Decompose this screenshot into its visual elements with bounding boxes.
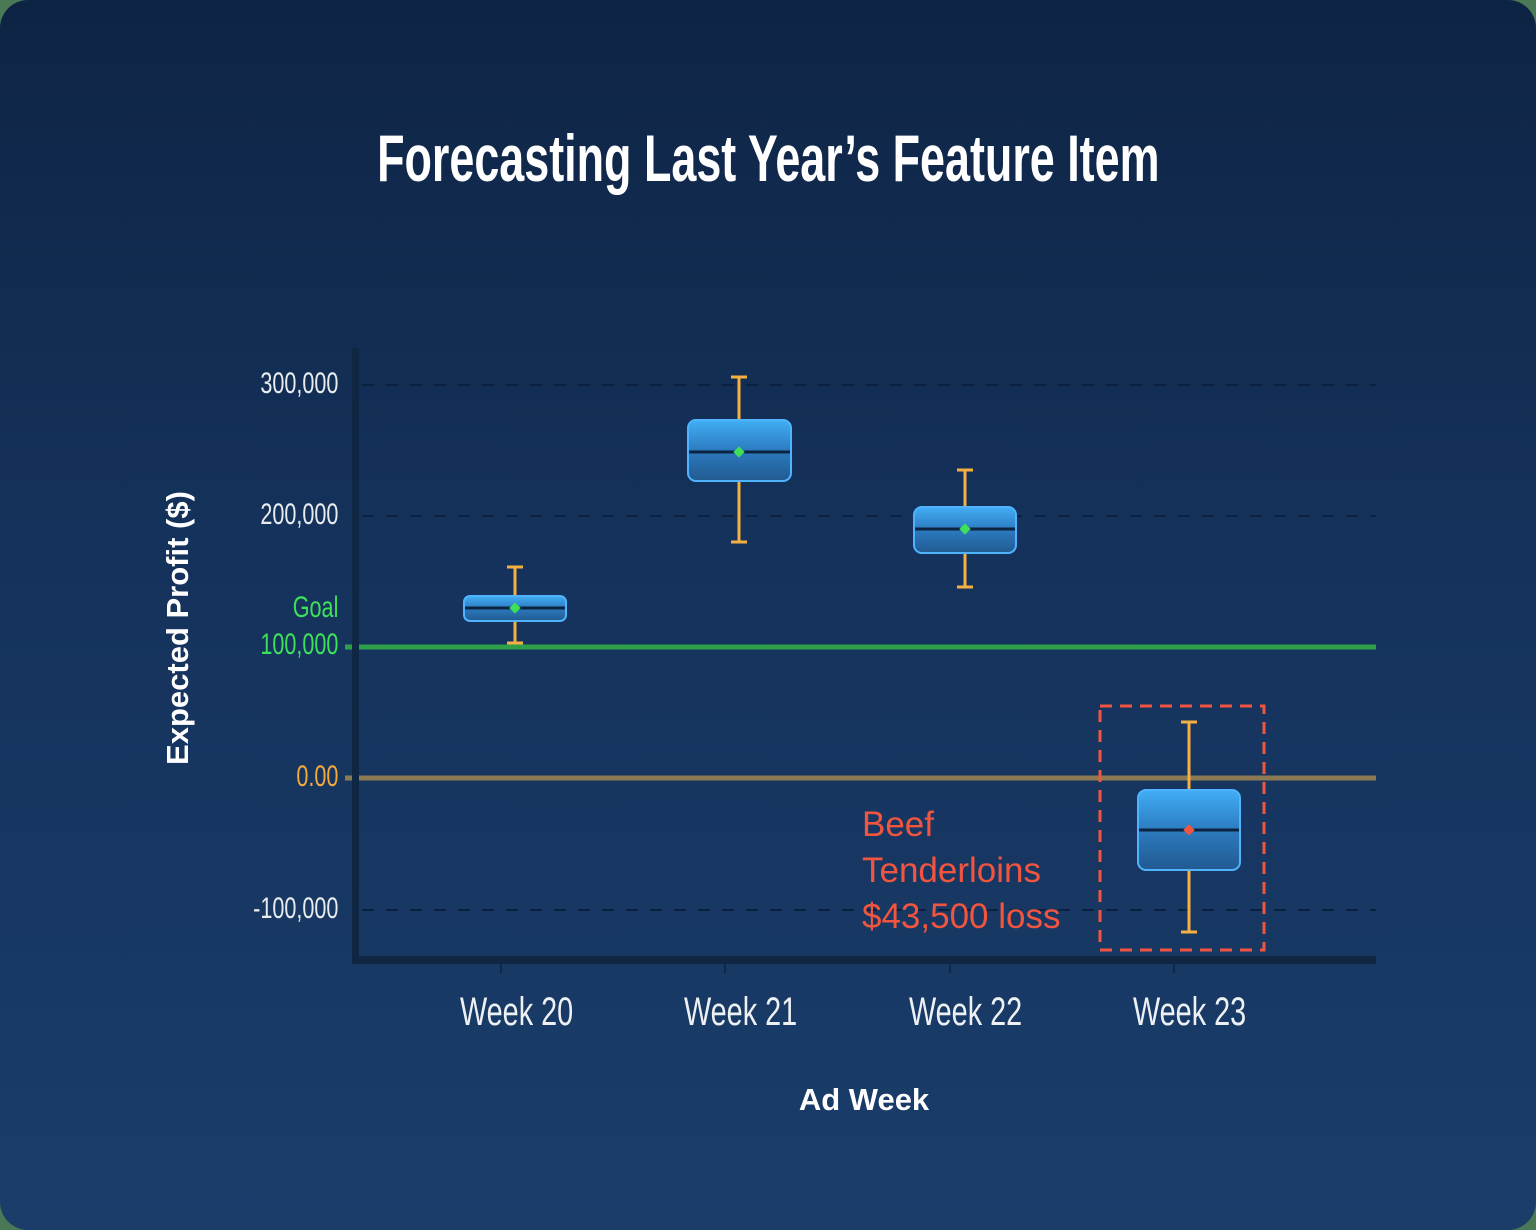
ytick-200000: 200,000 (259, 498, 338, 531)
mean-marker (1183, 824, 1195, 836)
box-week-22[interactable] (913, 468, 1017, 589)
box-week-21[interactable] (687, 375, 792, 544)
ytick-minus-100000: -100,000 (252, 892, 338, 925)
chart-title: Forecasting Last Year’s Feature Item (376, 121, 1160, 195)
gridlines (362, 384, 1376, 911)
ytick-100000: 100,000 (259, 628, 338, 661)
highlight-box (1098, 704, 1266, 952)
xtick-week-21: Week 21 (684, 990, 798, 1034)
xtick-week-22: Week 22 (909, 990, 1023, 1034)
annotation-line-2: Tenderloins (862, 851, 1041, 890)
mean-marker (959, 523, 971, 535)
box-week-23[interactable] (1137, 720, 1241, 934)
mean-marker (509, 602, 521, 614)
xtick-week-23: Week 23 (1133, 990, 1247, 1034)
axes (352, 348, 1376, 973)
ytick-0: 0.00 (295, 760, 338, 793)
goal-label: Goal (292, 591, 338, 624)
mean-marker (733, 446, 745, 458)
xtick-week-20: Week 20 (460, 990, 574, 1034)
loss-annotation: Beef Tenderloins $43,500 loss (862, 802, 1060, 940)
x-axis-label: Ad Week (798, 1082, 930, 1117)
annotation-line-1: Beef (862, 805, 934, 844)
annotation-line-3: $43,500 loss (862, 897, 1061, 936)
box-week-20[interactable] (463, 565, 567, 645)
ytick-300000: 300,000 (259, 367, 338, 400)
